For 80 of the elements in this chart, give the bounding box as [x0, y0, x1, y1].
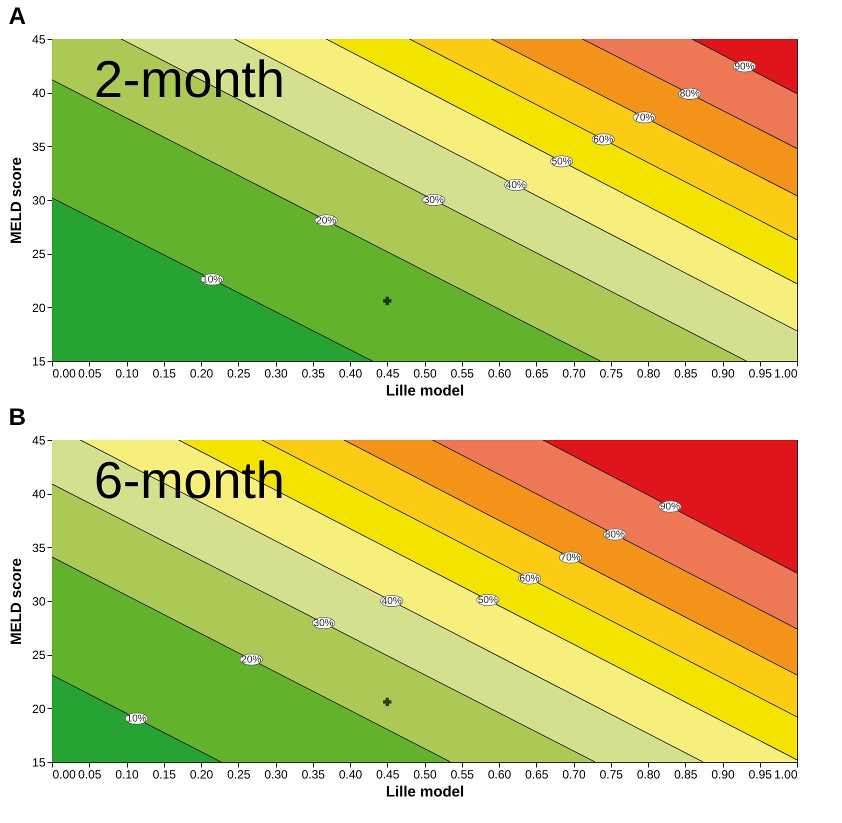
- x-tick-label: 1.00: [774, 366, 798, 380]
- series-label: 20%: [316, 215, 336, 226]
- y-tick-label: 40: [32, 86, 46, 100]
- series-label: 20%: [241, 654, 262, 666]
- series-label: 50%: [552, 156, 572, 168]
- y-axis-title: MELD score: [8, 157, 26, 244]
- y-tick-label: 35: [32, 540, 46, 555]
- x-tick-label: 0.15: [152, 768, 176, 782]
- series-label: 90%: [734, 61, 755, 72]
- y-tick-label: 25: [32, 247, 46, 262]
- x-tick-label: 0.25: [227, 768, 251, 782]
- x-tick-label: 0.45: [376, 366, 400, 380]
- x-tick-label: 0.95: [748, 768, 772, 782]
- series-label: 90%: [660, 502, 680, 513]
- x-tick-label: 0.00: [52, 366, 76, 380]
- y-tick-label: 20: [32, 702, 46, 716]
- series-label: 40%: [506, 180, 526, 191]
- y-tick-label: 15: [32, 354, 46, 368]
- x-tick-label: 0.35: [302, 366, 326, 380]
- y-axis-title: MELD score: [8, 558, 26, 645]
- series-label: 10%: [202, 274, 222, 286]
- x-axis-title: Lille model: [386, 784, 464, 800]
- series-label: 40%: [382, 596, 402, 607]
- x-tick-label: 0.25: [227, 366, 251, 380]
- x-tick-label: 0.50: [413, 768, 437, 782]
- x-tick-label: 0.35: [302, 768, 326, 782]
- x-tick-label: 0.65: [525, 768, 549, 782]
- series-label: 80%: [604, 529, 625, 540]
- y-tick-label: 15: [32, 756, 46, 770]
- x-tick-label: 0.15: [152, 366, 176, 380]
- y-tick-label: 25: [32, 648, 46, 662]
- series-label: 30%: [314, 618, 334, 630]
- series-label: 30%: [424, 195, 444, 206]
- x-tick-label: 0.30: [264, 366, 288, 380]
- x-tick-label: 0.20: [190, 768, 214, 782]
- x-tick-label: 0.70: [562, 366, 586, 380]
- x-tick-label: 0.95: [748, 366, 772, 380]
- x-tick-label: 0.90: [711, 768, 735, 782]
- x-tick-label: 0.30: [264, 768, 288, 782]
- x-tick-label: 0.90: [711, 366, 735, 380]
- x-tick-label: 0.10: [115, 768, 139, 782]
- y-tick-label: 45: [32, 434, 46, 448]
- x-axis-title: Lille model: [386, 382, 464, 400]
- x-tick-label: 0.20: [190, 366, 214, 380]
- x-tick-label: 0.80: [636, 366, 660, 380]
- y-tick-label: 30: [32, 194, 46, 208]
- x-tick-label: 0.60: [488, 366, 512, 380]
- y-tick-label: 40: [32, 487, 46, 502]
- x-tick-label: 0.50: [413, 366, 437, 380]
- x-tick-label: 0.75: [600, 768, 624, 782]
- x-tick-label: 0.55: [450, 366, 474, 380]
- x-tick-label: 0.40: [338, 768, 362, 782]
- x-tick-label: 0.60: [488, 768, 512, 782]
- x-tick-label: 0.40: [338, 366, 362, 380]
- x-tick-label: 0.80: [636, 768, 660, 782]
- chart-title: B: [8, 404, 26, 431]
- series-label: 70%: [560, 552, 581, 564]
- chart-title: A: [8, 3, 26, 30]
- x-tick-label: 1.00: [774, 768, 798, 782]
- series-label: 10%: [126, 714, 147, 725]
- x-tick-label: 0.85: [674, 366, 698, 380]
- series-label: 60%: [593, 134, 614, 146]
- series-label: 50%: [478, 594, 498, 606]
- x-tick-label: 0.65: [525, 366, 549, 380]
- x-tick-label: 0.05: [78, 768, 102, 782]
- x-tick-label: 0.55: [450, 768, 474, 782]
- y-tick-label: 45: [32, 32, 46, 46]
- y-tick-label: 20: [32, 300, 46, 315]
- series-label: 70%: [634, 112, 654, 124]
- series-label: 60%: [520, 573, 540, 584]
- x-tick-label: 0.00: [52, 768, 76, 782]
- y-tick-label: 35: [32, 140, 46, 154]
- series-label: 80%: [680, 88, 700, 100]
- x-tick-label: 0.05: [78, 366, 102, 380]
- x-tick-label: 0.75: [600, 366, 624, 380]
- x-tick-label: 0.45: [376, 768, 400, 782]
- y-tick-label: 30: [32, 594, 46, 608]
- x-tick-label: 0.85: [674, 768, 698, 782]
- x-tick-label: 0.70: [562, 768, 586, 782]
- x-tick-label: 0.10: [115, 366, 139, 380]
